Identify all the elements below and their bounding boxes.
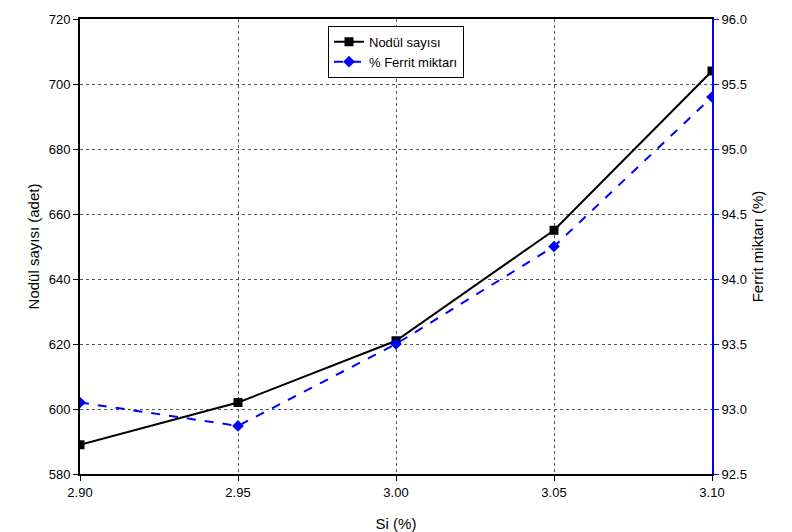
svg-text:700: 700 — [49, 77, 71, 92]
svg-text:94.0: 94.0 — [722, 272, 747, 287]
svg-text:Nodül sayısı (adet): Nodül sayısı (adet) — [25, 184, 42, 310]
svg-text:3.00: 3.00 — [383, 485, 408, 500]
svg-text:620: 620 — [49, 337, 71, 352]
svg-text:Nodül sayısı: Nodül sayısı — [369, 35, 441, 50]
svg-text:660: 660 — [49, 207, 71, 222]
svg-text:2.95: 2.95 — [225, 485, 250, 500]
svg-text:93.5: 93.5 — [722, 337, 747, 352]
svg-text:96.0: 96.0 — [722, 12, 747, 27]
svg-text:640: 640 — [49, 272, 71, 287]
svg-text:95.5: 95.5 — [722, 77, 747, 92]
svg-text:94.5: 94.5 — [722, 207, 747, 222]
svg-text:600: 600 — [49, 402, 71, 417]
svg-text:3.05: 3.05 — [541, 485, 566, 500]
svg-text:580: 580 — [49, 467, 71, 482]
svg-text:720: 720 — [49, 12, 71, 27]
svg-text:92.5: 92.5 — [722, 467, 747, 482]
svg-text:Ferrit miktarı (%): Ferrit miktarı (%) — [749, 191, 766, 303]
svg-text:95.0: 95.0 — [722, 142, 747, 157]
svg-text:680: 680 — [49, 142, 71, 157]
svg-text:% Ferrit miktarı: % Ferrit miktarı — [369, 55, 457, 70]
svg-text:Si (%): Si (%) — [376, 515, 417, 532]
svg-text:93.0: 93.0 — [722, 402, 747, 417]
svg-text:2.90: 2.90 — [67, 485, 92, 500]
svg-text:3.10: 3.10 — [699, 485, 724, 500]
